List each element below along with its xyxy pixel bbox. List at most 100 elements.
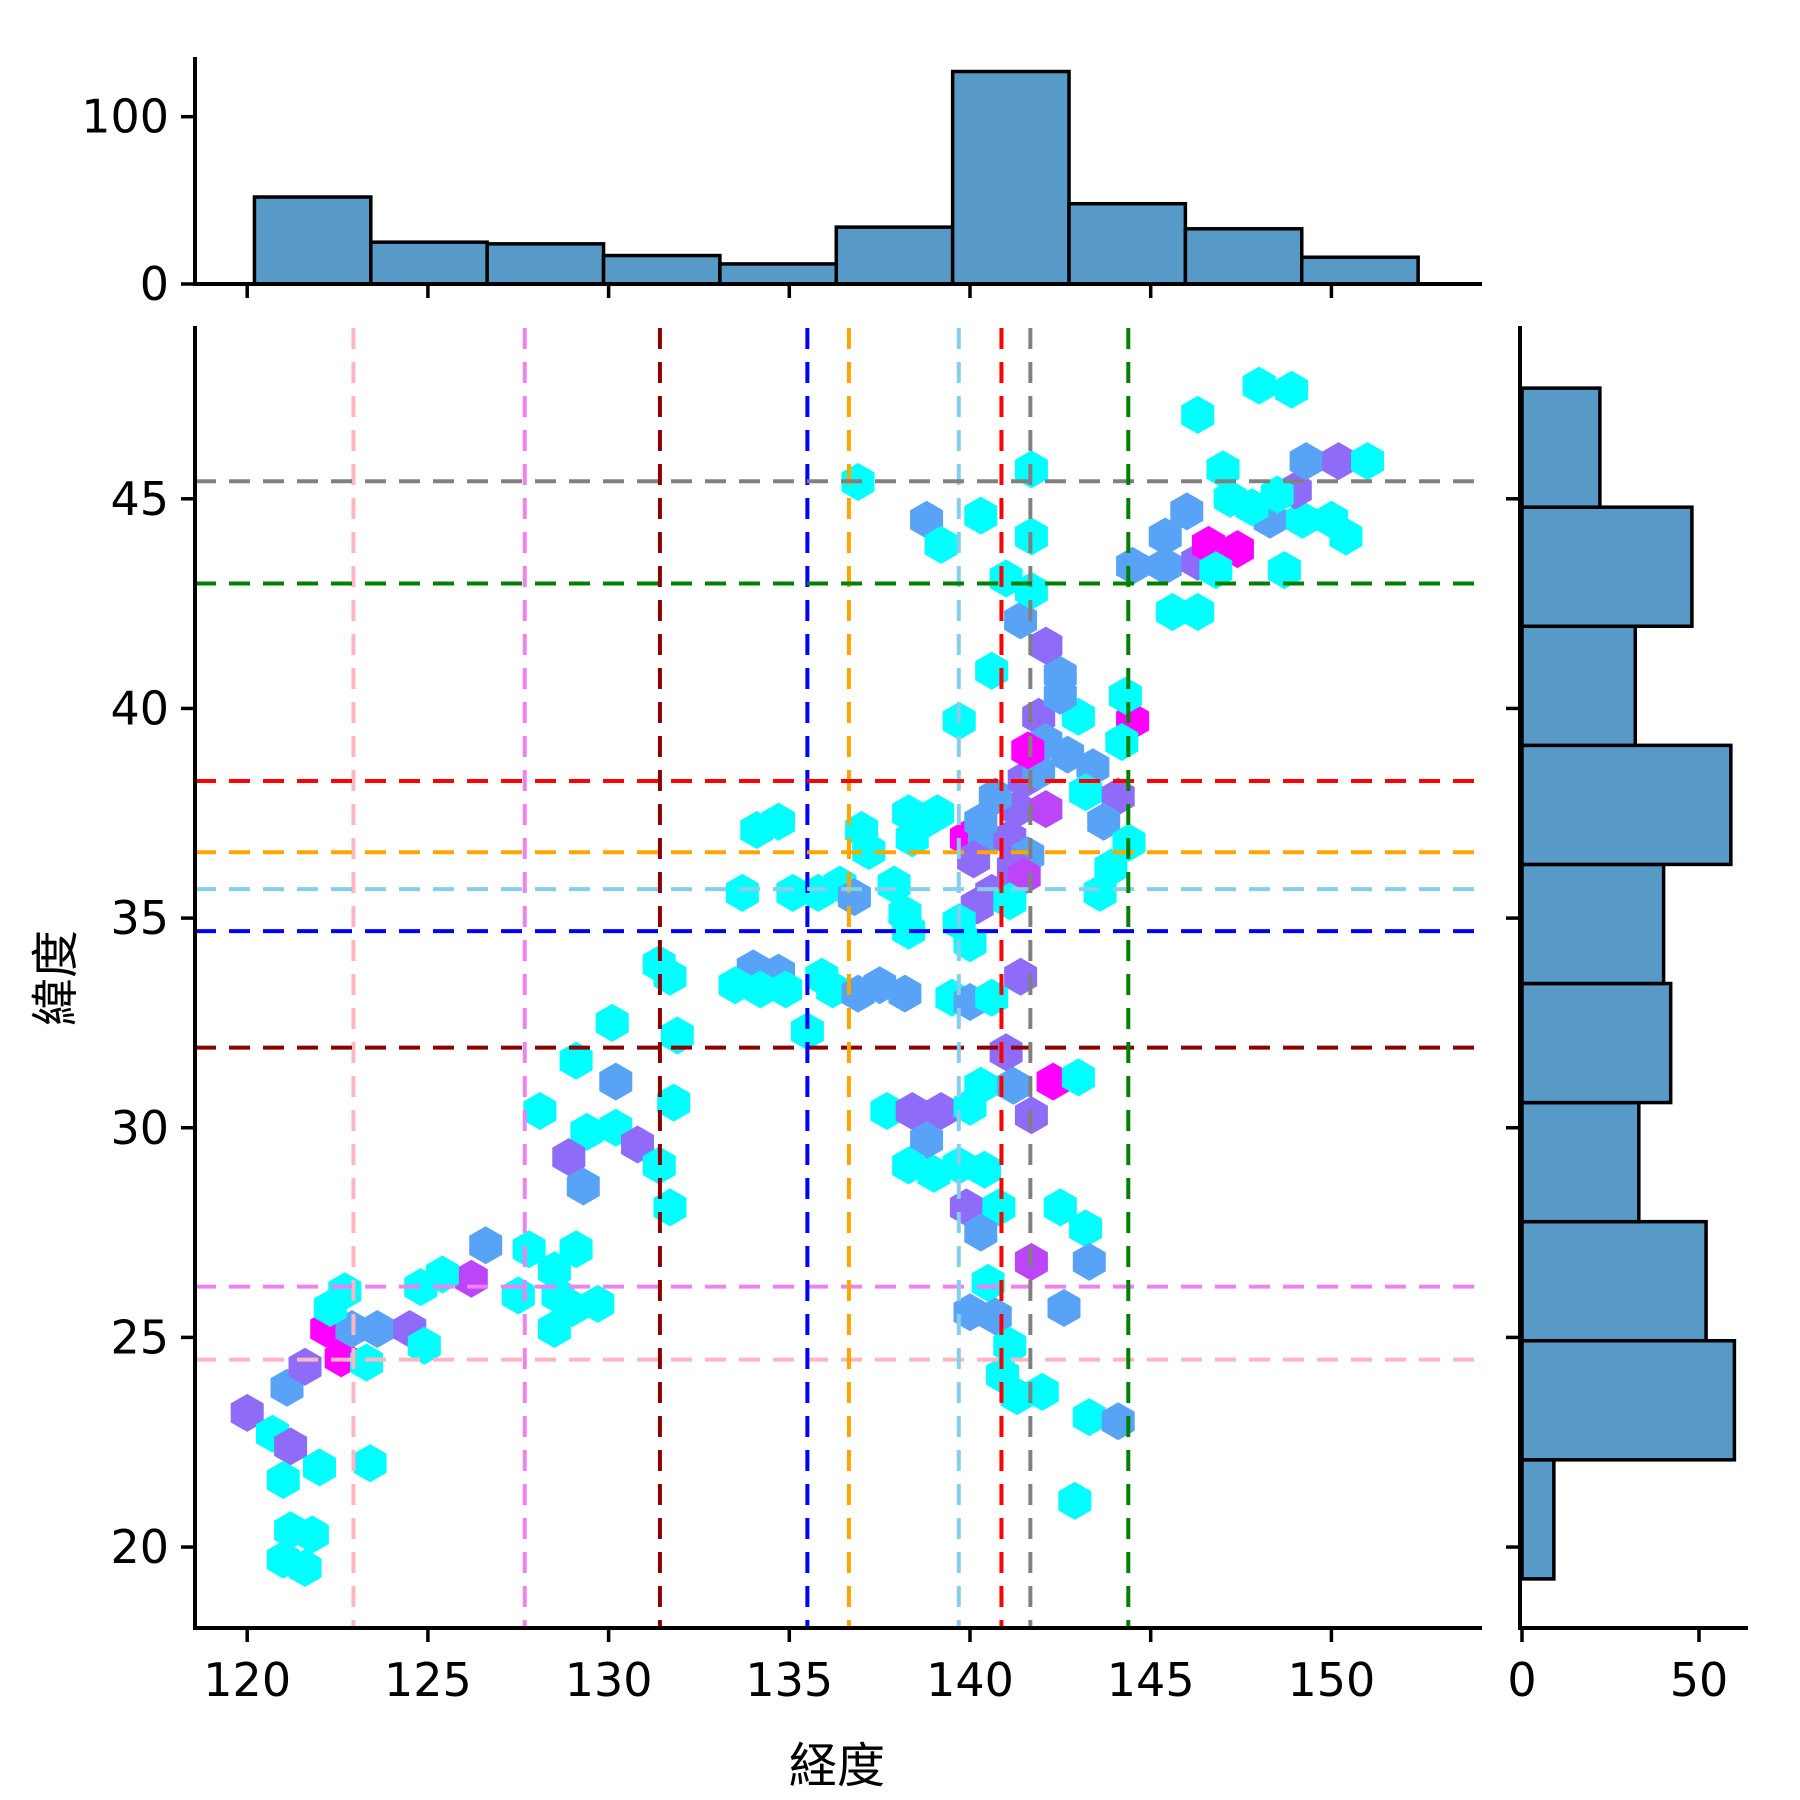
hexbin-cell: [776, 873, 810, 912]
hexbin-cell: [1029, 790, 1063, 829]
hexbin-cell: [295, 1515, 329, 1554]
hexbin-cell: [559, 1230, 593, 1269]
hexbin-cell: [1351, 442, 1384, 481]
hexbin-cell: [1260, 475, 1294, 514]
hexbin-cell: [978, 777, 1012, 816]
right-hist-bar: [1520, 505, 1694, 629]
hexbin-cell: [892, 911, 926, 950]
hexbin-cell: [895, 1092, 929, 1130]
hexbin-cell: [642, 1146, 676, 1185]
axes-spines-and-ticks: 120 125 130 135 140 145 150 20 25 30 35 40 45 0 100 0 50: [81, 57, 1748, 1707]
right-hist-bar: [1520, 862, 1666, 986]
right-hist-bar: [1520, 386, 1602, 509]
hexbin-cell: [978, 1297, 1012, 1336]
right-hist-bar: [1520, 1219, 1708, 1343]
hexbin-cell: [989, 1033, 1023, 1072]
hexbin-cell: [1047, 1289, 1081, 1327]
y-tick-label: 40: [110, 681, 169, 735]
hexbin-cell: [870, 1092, 904, 1130]
hexbin-cell: [1170, 492, 1204, 531]
hexbin-cell: [852, 832, 886, 870]
hexbin-cell: [964, 1066, 998, 1105]
hexbin-layer: [230, 366, 1384, 1587]
hexbin-cell: [953, 1293, 987, 1332]
hexbin-cell: [1181, 593, 1215, 631]
hexbin-cell: [1072, 1398, 1106, 1437]
top-hist-bar: [252, 195, 373, 286]
hexbin-cell: [888, 974, 922, 1013]
hexbin-cell: [1181, 395, 1215, 434]
hexbin-cell: [910, 500, 944, 539]
x-axis-label: 経度: [789, 1738, 885, 1794]
hexbin-cell: [924, 525, 958, 564]
right-hist-bar: [1520, 743, 1733, 867]
top-hist-tick-label: 100: [81, 90, 169, 144]
top-hist-bar: [834, 225, 955, 286]
y-tick-label: 25: [110, 1310, 169, 1364]
hexbin-cell: [953, 924, 987, 963]
hexbin-cell: [1289, 442, 1323, 481]
hexbin-cell: [895, 819, 929, 858]
hexbin-cell: [942, 1146, 976, 1185]
right-hist-tick-label: 0: [1507, 1653, 1536, 1707]
hexbin-cell: [1072, 1242, 1106, 1281]
hexbin-cell: [288, 1347, 322, 1386]
hexbin-cell: [303, 1448, 336, 1487]
hexbin-cell: [1199, 551, 1233, 590]
hexbin-cell: [660, 1016, 694, 1055]
hexbin-cell: [1206, 450, 1240, 489]
hexbin-cell: [1242, 366, 1276, 405]
hexbin-cell: [407, 1326, 441, 1365]
hexbin-cell: [1051, 735, 1085, 774]
hexbin-cell: [1108, 676, 1142, 715]
hexbin-cell: [910, 1121, 944, 1160]
hexbin-cell: [523, 1092, 557, 1130]
y-tick-label: 30: [110, 1101, 169, 1155]
hexbin-cell: [599, 1062, 633, 1101]
x-tick-label: 130: [565, 1653, 653, 1707]
right-hist-bar: [1520, 1458, 1556, 1581]
hexbin-cell: [725, 873, 759, 912]
hexbin-cell: [816, 970, 850, 1009]
hexbin-cell: [917, 1154, 951, 1193]
x-tick-label: 145: [1107, 1653, 1195, 1707]
hexbin-cell: [1058, 1481, 1092, 1520]
hexbin-cell: [1267, 551, 1301, 590]
hexbin-cell: [1000, 1377, 1034, 1416]
hexbin-cell: [743, 970, 777, 1009]
hexbin-cell: [982, 1188, 1016, 1227]
right-hist-bar: [1520, 1339, 1737, 1462]
hexbin-cell: [892, 1146, 926, 1185]
hexbin-cell: [996, 1066, 1030, 1105]
top-hist-bar: [1183, 227, 1304, 286]
x-tick-label: 125: [384, 1653, 472, 1707]
hexbin-cell: [1220, 530, 1254, 569]
hexbin-cell: [1116, 546, 1150, 585]
right-hist-bar: [1520, 624, 1638, 748]
hexbin-cell: [964, 802, 998, 841]
hexbin-cell: [968, 1150, 1001, 1189]
hexbin-cell: [1043, 655, 1077, 694]
hexbin-cell: [957, 840, 991, 879]
y-tick-label: 20: [110, 1520, 169, 1574]
top-hist-bar: [1067, 201, 1188, 286]
top-hist-bar: [1300, 255, 1420, 286]
hexbin-cell: [274, 1427, 308, 1466]
hexbin-cell: [1235, 488, 1269, 527]
hexbin-cell: [877, 865, 911, 904]
y-axis-label: 緯度: [28, 930, 84, 1026]
hexbin-cell: [570, 1112, 604, 1151]
top-hist-bar: [485, 242, 606, 286]
hexbin-cell: [1322, 442, 1356, 481]
hexbin-cell: [1043, 1188, 1077, 1227]
hexbin-cell: [552, 1138, 586, 1177]
hexbin-cell: [1029, 626, 1063, 665]
hexbin-cell: [1069, 1209, 1103, 1248]
hexbin-cell: [1275, 370, 1309, 409]
hexbin-cell: [964, 1213, 998, 1252]
hexbin-cell: [230, 1393, 264, 1432]
hexbin-cell: [1286, 500, 1319, 539]
hexbin-cell: [581, 1284, 615, 1323]
hexbin-cell: [1061, 1058, 1095, 1097]
